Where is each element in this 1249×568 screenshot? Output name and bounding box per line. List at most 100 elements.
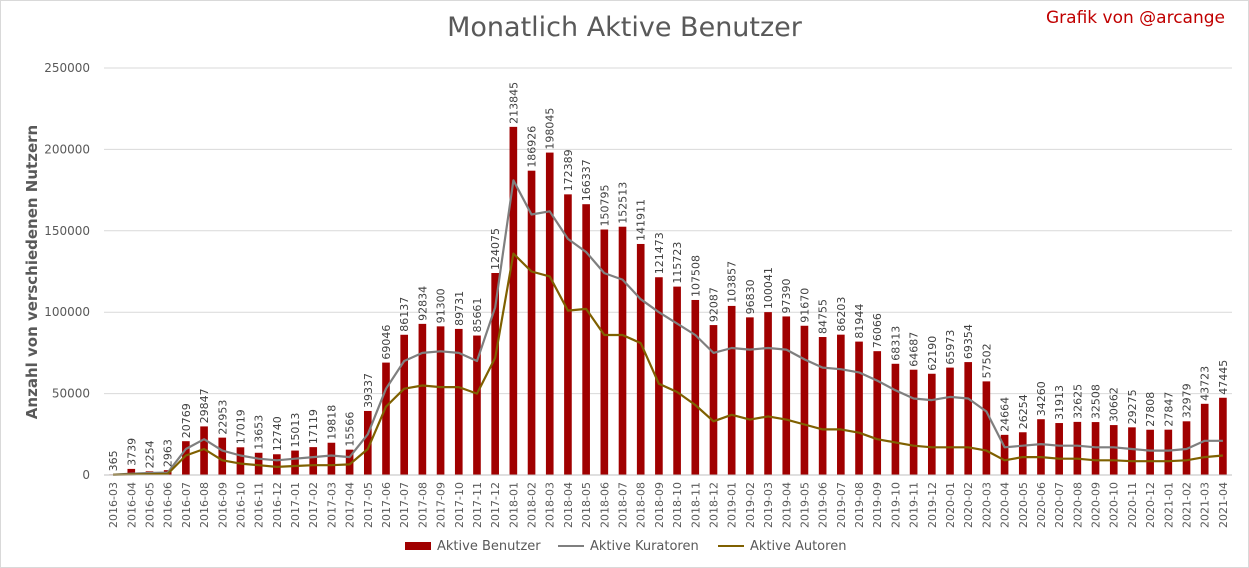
x-tick-label: 2016-06 — [162, 482, 175, 528]
bar — [545, 152, 554, 475]
x-tick-label: 2019-08 — [853, 482, 866, 528]
x-tick-label: 2018-12 — [707, 482, 720, 528]
x-tick-label: 2018-03 — [544, 482, 557, 528]
bar — [491, 273, 499, 475]
bar — [800, 325, 809, 475]
x-tick-label: 2019-05 — [798, 482, 811, 528]
x-tick-label: 2016-11 — [253, 482, 266, 528]
x-tick-label: 2020-10 — [1108, 482, 1121, 528]
data-label: 65973 — [944, 330, 957, 365]
bar — [855, 341, 863, 475]
y-tick-label: 200000 — [44, 142, 90, 156]
data-label: 115723 — [671, 242, 684, 284]
data-label: 124075 — [489, 228, 502, 270]
bar — [909, 369, 918, 475]
bar — [454, 328, 463, 475]
x-tick-label: 2021-04 — [1217, 482, 1230, 528]
x-tick-label: 2016-05 — [143, 482, 156, 528]
data-label: 27847 — [1162, 392, 1175, 427]
bar — [618, 226, 627, 475]
data-label: 107508 — [689, 255, 702, 297]
bar — [673, 286, 681, 475]
bar — [818, 337, 827, 475]
bar — [764, 312, 772, 475]
data-label: 19818 — [325, 405, 338, 440]
data-label: 141911 — [635, 199, 648, 241]
x-tick-label: 2018-02 — [526, 482, 539, 528]
x-tick-label: 2019-03 — [762, 482, 775, 528]
data-label: 100041 — [762, 267, 775, 309]
bar — [564, 194, 572, 475]
legend-label-kuratoren: Aktive Kuratoren — [590, 538, 699, 554]
bar — [254, 452, 263, 475]
bar — [200, 426, 208, 475]
data-label: 15566 — [344, 412, 357, 447]
data-label: 24664 — [999, 397, 1012, 432]
x-tick-label: 2020-08 — [1071, 482, 1084, 528]
x-tick-label: 2020-07 — [1053, 482, 1066, 528]
series-line — [113, 252, 1223, 476]
data-label: 43723 — [1199, 366, 1212, 401]
x-tick-label: 2020-03 — [980, 482, 993, 528]
x-tick-label: 2019-10 — [889, 482, 902, 528]
bar — [982, 381, 991, 475]
legend-item-autoren: Aktive Autoren — [718, 537, 846, 555]
data-label: 2963 — [162, 439, 175, 467]
data-label: 57502 — [980, 343, 993, 378]
data-label: 12740 — [271, 416, 284, 451]
x-tick-label: 2018-06 — [598, 482, 611, 528]
data-label: 85661 — [471, 298, 484, 333]
data-label: 172389 — [562, 149, 575, 191]
series-line — [113, 179, 1223, 476]
x-tick-label: 2017-10 — [453, 482, 466, 528]
data-label: 86137 — [398, 297, 411, 332]
x-tick-label: 2018-08 — [635, 482, 648, 528]
data-label: 92834 — [416, 286, 429, 321]
x-tick-label: 2020-06 — [1035, 482, 1048, 528]
bar — [236, 447, 245, 475]
bar — [309, 447, 318, 475]
data-label: 91670 — [798, 288, 811, 323]
x-tick-label: 2017-06 — [380, 482, 393, 528]
legend-swatch-kuratoren — [558, 545, 584, 547]
bar — [382, 362, 390, 475]
bar — [345, 449, 354, 475]
bar — [418, 323, 427, 475]
x-tick-label: 2017-05 — [362, 482, 375, 528]
bar — [327, 442, 336, 475]
x-tick-label: 2017-03 — [325, 482, 338, 528]
bar — [746, 317, 754, 475]
x-tick-label: 2019-02 — [744, 482, 757, 528]
gridlines — [104, 67, 1232, 395]
bar — [782, 316, 791, 475]
data-label: 29847 — [198, 388, 211, 423]
data-label: 32625 — [1071, 384, 1084, 419]
x-tick-label: 2018-09 — [653, 482, 666, 528]
data-label: 86203 — [835, 297, 848, 332]
x-tick-label: 2017-02 — [307, 482, 320, 528]
bar — [1091, 422, 1100, 475]
chart-title: Monatlich Aktive Benutzer — [447, 12, 802, 43]
series-lines — [113, 179, 1223, 476]
bar — [509, 126, 518, 475]
x-tick-label: 2018-05 — [580, 482, 593, 528]
x-tick-label: 2021-03 — [1199, 482, 1212, 528]
x-tick-label: 2017-12 — [489, 482, 502, 528]
y-tick-label: 100000 — [44, 305, 90, 319]
data-label: 39337 — [362, 373, 375, 408]
data-label: 152513 — [617, 182, 630, 224]
data-label: 91300 — [435, 288, 448, 323]
x-tick-label: 2020-09 — [1090, 482, 1103, 528]
data-label: 166337 — [580, 159, 593, 201]
bar — [1164, 429, 1173, 475]
bar — [891, 363, 900, 475]
data-label: 32979 — [1181, 383, 1194, 418]
x-tick-label: 2017-04 — [344, 482, 357, 528]
x-tick-label: 2018-10 — [671, 482, 684, 528]
chart-credit: Grafik von @arcange — [1046, 8, 1225, 28]
bar — [837, 334, 845, 475]
x-tick-label: 2019-01 — [726, 482, 739, 528]
data-label: 17019 — [234, 409, 247, 444]
bar — [1146, 429, 1154, 475]
bar — [182, 441, 190, 475]
